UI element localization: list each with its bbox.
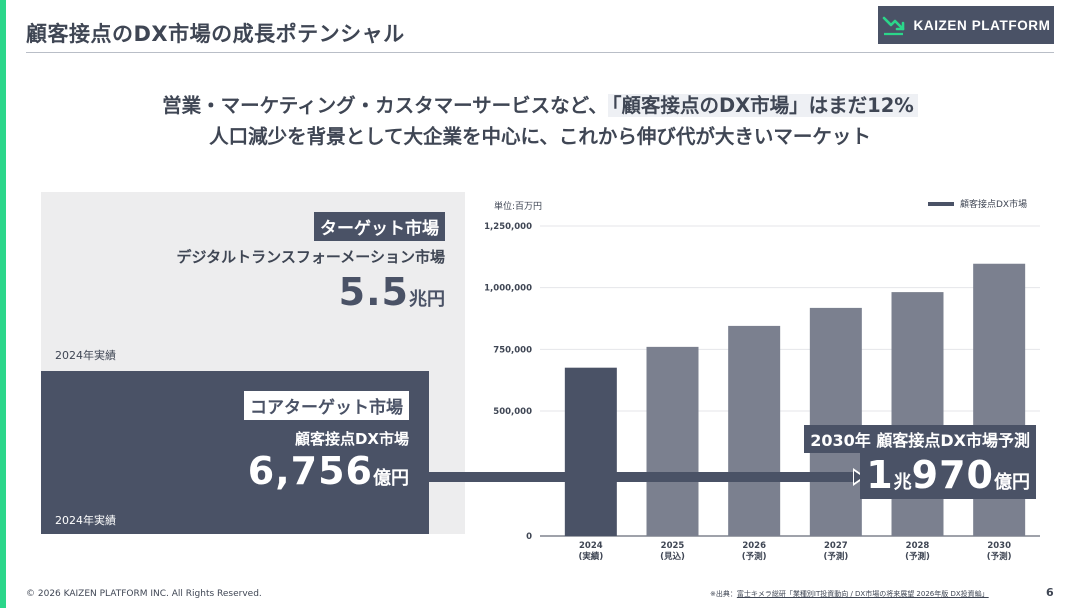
x-tick-note: (予測) [905,551,930,562]
core-market-number: 6,756 [247,449,373,493]
x-tick-label: 2030 [987,541,1011,551]
forecast-number-1: 1 [866,453,894,497]
target-market-name: デジタルトランスフォーメーション市場 [176,248,445,266]
lead-line-1: 営業・マーケティング・カスタマーサービスなど、 「顧客接点のDX市場」はまだ12% [0,90,1080,121]
core-market-name: 顧客接点DX市場 [294,430,409,448]
bar-2027 [809,307,862,536]
target-market-unit: 兆円 [409,289,445,310]
trend-up-icon [882,16,904,36]
forecast-unit-1: 兆 [893,472,912,493]
lead-message: 営業・マーケティング・カスタマーサービスなど、 「顧客接点のDX市場」はまだ12%… [0,90,1080,152]
legend-swatch [928,201,954,206]
core-market-value: 6,756億円 [248,449,409,493]
market-bar-chart: 0 500,000 750,000 1,000,000 1,250,000 2024(実績… [484,222,1040,562]
bar-2024 [564,367,617,536]
y-tick-label: 500,000 [493,407,532,417]
forecast-tag: 2030年 顧客接点DX市場予測 [804,425,1036,453]
page-title: 顧客接点のDX市場の成長ポテンシャル [26,22,405,46]
forecast-unit-2: 億円 [994,472,1030,493]
x-tick-note: (見込) [660,551,685,562]
x-tick-label: 2028 [906,541,930,551]
core-market-unit: 億円 [373,468,409,489]
lead-line-1-text: 営業・マーケティング・カスタマーサービスなど、 [162,94,608,117]
y-tick-label: 750,000 [493,345,532,355]
target-market-value: 5.5兆円 [339,270,445,314]
y-tick-label: 1,000,000 [484,284,532,294]
accent-bar [0,0,6,608]
x-tick-note: (予測) [742,551,767,562]
x-tick-note: (予測) [823,551,848,562]
y-tick-label: 0 [526,532,532,542]
copyright-text: © 2026 KAIZEN PLATFORM INC. All Rights R… [26,589,262,599]
source-prefix: ※出典： [710,590,737,598]
x-tick-note: (予測) [987,551,1012,562]
company-logo: KAIZEN PLATFORM [878,6,1054,44]
core-market-panel: コアターゲット市場 顧客接点DX市場 6,756億円 2024年実績 [41,371,429,534]
x-tick-note: (実績) [578,551,603,562]
core-market-tag: コアターゲット市場 [244,391,409,420]
chart-legend: 顧客接点DX市場 [928,197,1027,210]
bar-2028 [891,292,944,536]
chart-unit-label: 単位:百万円 [494,202,543,212]
forecast-number-2: 970 [911,453,994,497]
target-market-year: 2024年実績 [55,349,116,362]
x-tick-label: 2024 [579,541,603,551]
source-link[interactable]: 富士キメラ総研「業種別IT投資動向 / DX市場の将来展望 2026年版 DX投… [736,590,989,598]
core-market-year: 2024年実績 [55,514,116,527]
logo-text: KAIZEN PLATFORM [913,17,1051,33]
y-tick-label: 1,250,000 [484,222,532,232]
source-note: ※出典：富士キメラ総研「業種別IT投資動向 / DX市場の将来展望 2026年版… [710,589,989,599]
bar-2025 [646,346,699,536]
title-divider [26,52,1054,53]
lead-highlight: 「顧客接点のDX市場」はまだ12% [607,94,918,117]
x-tick-label: 2026 [742,541,766,551]
x-tick-label: 2027 [824,541,848,551]
x-tick-label: 2025 [661,541,685,551]
page-number: 6 [1046,586,1054,599]
bar-2026 [728,325,781,536]
legend-label: 顧客接点DX市場 [960,200,1028,210]
target-market-tag: ターゲット市場 [314,212,445,241]
target-market-number: 5.5 [338,270,409,314]
growth-arrow [429,468,866,486]
lead-line-2: 人口減少を背景として大企業を中心に、これから伸び代が大きいマーケット [209,125,871,148]
forecast-value: 1 兆 970 億円 [860,451,1036,499]
